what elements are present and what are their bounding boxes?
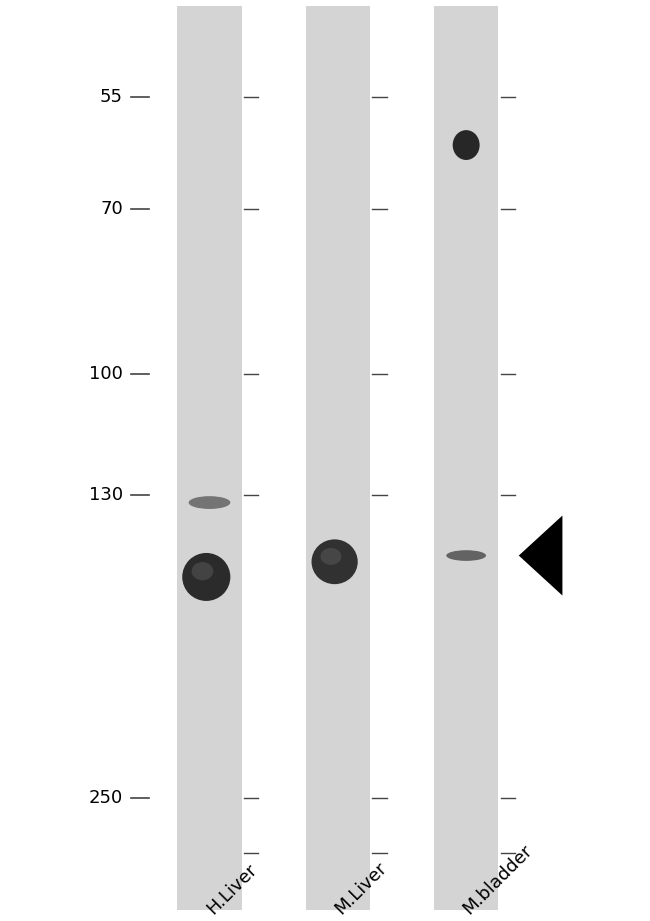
Ellipse shape [188, 496, 230, 509]
Ellipse shape [311, 540, 358, 584]
Text: H.Liver: H.Liver [203, 860, 261, 918]
Text: 100: 100 [89, 365, 123, 383]
Ellipse shape [452, 130, 480, 160]
Text: M.bladder: M.bladder [460, 842, 536, 918]
Text: 250: 250 [88, 789, 123, 808]
Ellipse shape [192, 562, 213, 580]
Text: 55: 55 [100, 88, 123, 106]
Text: 130: 130 [89, 486, 123, 505]
Ellipse shape [182, 553, 230, 600]
Ellipse shape [320, 548, 341, 565]
Bar [306, 6, 370, 910]
Text: 70: 70 [100, 200, 123, 217]
Polygon shape [519, 516, 562, 596]
Ellipse shape [447, 550, 486, 561]
Bar [177, 6, 242, 910]
Text: M.Liver: M.Liver [332, 859, 391, 918]
Bar [434, 6, 499, 910]
